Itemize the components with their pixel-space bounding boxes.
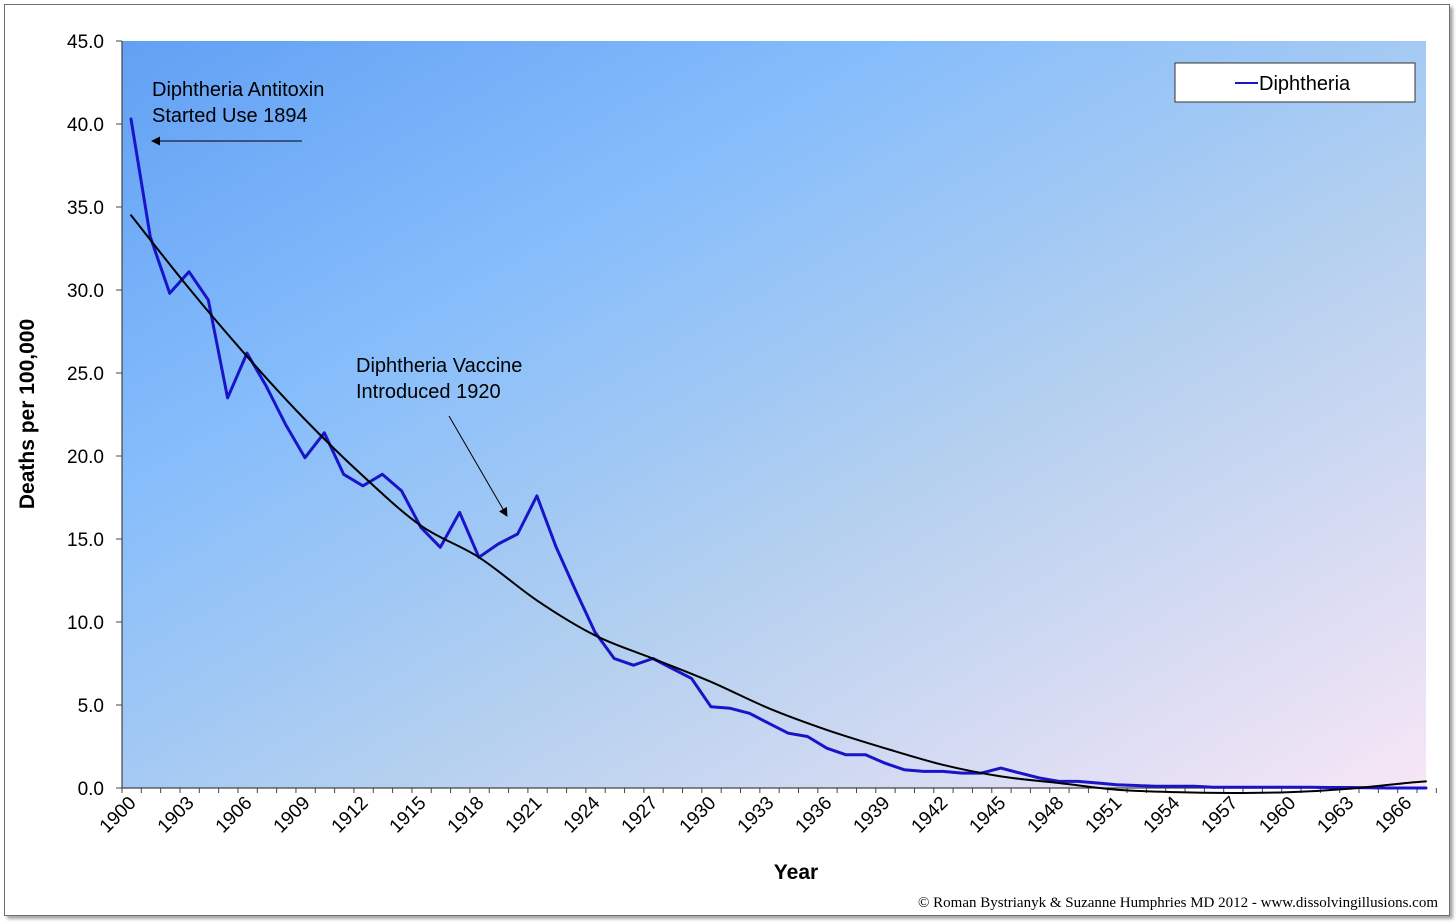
x-tick-label: 1957 (1198, 793, 1243, 838)
x-tick-label: 1933 (734, 793, 779, 838)
x-tick-label: 1915 (386, 793, 431, 838)
legend-label-diphtheria: Diphtheria (1259, 73, 1351, 95)
legend-box (1174, 62, 1416, 103)
x-tick-label: 1906 (212, 793, 257, 838)
x-tick-label: 1966 (1371, 793, 1416, 838)
y-tick-label: 40.0 (67, 115, 104, 136)
y-tick-label: 0.0 (78, 779, 104, 800)
x-tick-label: 1927 (618, 793, 663, 838)
x-tick-label: 1948 (1024, 793, 1069, 838)
x-tick-label: 1918 (444, 793, 489, 838)
x-tick-label: 1939 (850, 793, 895, 838)
y-tick-label: 5.0 (78, 696, 104, 717)
y-tick-label: 20.0 (67, 447, 104, 468)
annotation-vaccine-arrow (448, 415, 508, 517)
x-tick-label: 1954 (1140, 792, 1185, 837)
x-tick-label: 1951 (1082, 793, 1127, 838)
annotation-vaccine: Diphtheria Vaccine Introduced 1920 (356, 355, 522, 517)
annotation-antitoxin-line-1: Diphtheria Antitoxin (152, 79, 324, 101)
series-layer (129, 117, 1428, 794)
y-tick-labels: 0.0 5.0 10.0 15.0 20.0 25.0 30.0 35.0 40.0 45.0 (67, 32, 104, 800)
x-tick-label: 1930 (676, 793, 721, 838)
x-tick-label: 1912 (328, 793, 373, 838)
annotation-antitoxin-line-2: Started Use 1894 (152, 105, 308, 127)
trendline (130, 214, 1427, 794)
y-tick-label: 30.0 (67, 281, 104, 302)
y-tick-label: 10.0 (67, 613, 104, 634)
annotation-vaccine-line-2: Introduced 1920 (356, 381, 501, 403)
x-tick-label: 1945 (966, 793, 1011, 838)
legend: Diphtheria (1174, 62, 1416, 103)
x-tick-label: 1909 (270, 793, 315, 838)
y-axis-label: Deaths per 100,000 (16, 319, 39, 509)
x-tick-label: 1921 (502, 793, 547, 838)
annotation-vaccine-line-1: Diphtheria Vaccine (356, 355, 522, 377)
y-tick-label: 45.0 (67, 32, 104, 53)
x-tick-label: 1960 (1255, 793, 1300, 838)
y-tick-label: 15.0 (67, 530, 104, 551)
series-line-diphtheria (129, 117, 1428, 790)
x-tick-label: 1963 (1313, 793, 1358, 838)
x-tick-label: 1924 (560, 792, 605, 837)
credit-line: © Roman Bystrianyk & Suzanne Humphries M… (918, 895, 1438, 911)
x-tick-labels: 1900 1903 1906 1909 1912 1915 1918 1921 1924 1927… (96, 792, 1416, 837)
plot-area (122, 41, 1426, 788)
y-tick-label: 25.0 (67, 364, 104, 385)
x-tick-label: 1936 (792, 793, 837, 838)
x-tick-label: 1903 (154, 793, 199, 838)
y-tick-label: 35.0 (67, 198, 104, 219)
annotation-antitoxin: Diphtheria Antitoxin Started Use 1894 (151, 79, 324, 146)
x-tick-label: 1942 (908, 793, 953, 838)
x-axis-label: Year (774, 861, 818, 884)
